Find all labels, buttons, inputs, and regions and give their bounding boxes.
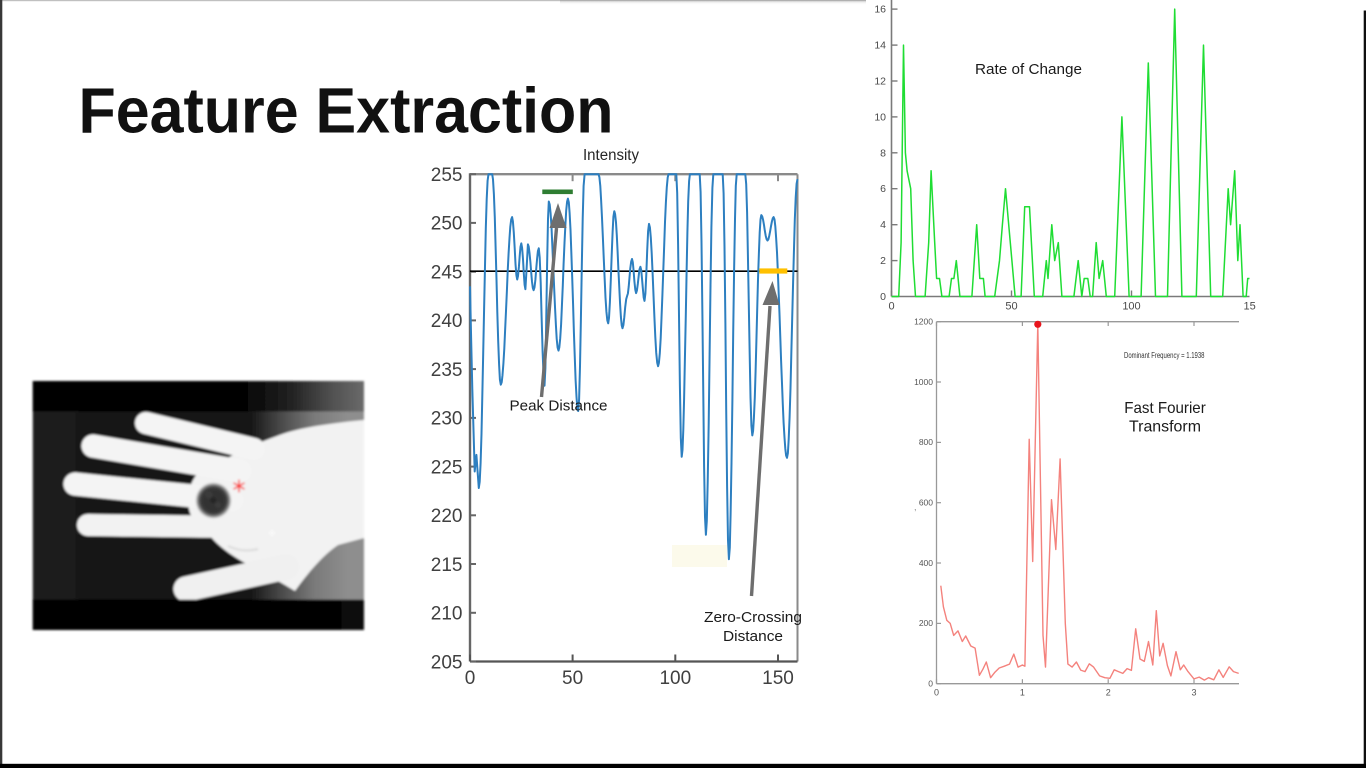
svg-text:205: 205 (431, 652, 463, 673)
svg-text:215: 215 (431, 555, 463, 576)
svg-text:50: 50 (1005, 301, 1017, 313)
svg-text:12: 12 (874, 76, 886, 88)
svg-text:0: 0 (934, 688, 939, 698)
svg-text:8: 8 (880, 147, 886, 159)
svg-text:400: 400 (919, 558, 933, 568)
svg-text:230: 230 (431, 409, 463, 430)
svg-text:10: 10 (874, 111, 886, 123)
svg-text:Dominant Frequency = 1.1938: Dominant Frequency = 1.1938 (1124, 351, 1205, 360)
svg-text:600: 600 (919, 498, 933, 508)
svg-text:Rate of Change: Rate of Change (975, 61, 1082, 78)
svg-text:16: 16 (874, 4, 886, 16)
svg-text:210: 210 (431, 604, 463, 625)
svg-text:Transform: Transform (1129, 419, 1201, 436)
svg-text:,: , (914, 502, 917, 512)
svg-text:1200: 1200 (914, 317, 933, 327)
svg-text:0: 0 (465, 668, 476, 689)
svg-text:0: 0 (888, 301, 894, 313)
svg-text:2: 2 (1106, 688, 1111, 698)
svg-text:245: 245 (431, 263, 463, 284)
svg-text:Fast Fourier: Fast Fourier (1124, 400, 1206, 417)
svg-text:Peak Distance: Peak Distance (510, 398, 608, 415)
svg-text:200: 200 (919, 618, 933, 628)
svg-text:Zero-Crossing: Zero-Crossing (704, 609, 802, 626)
svg-text:15: 15 (1244, 301, 1256, 313)
svg-text:2: 2 (880, 255, 886, 267)
svg-text:250: 250 (431, 214, 463, 235)
svg-text:Feature Extraction: Feature Extraction (79, 75, 614, 147)
svg-text:4: 4 (880, 219, 886, 231)
svg-text:1: 1 (1020, 688, 1025, 698)
svg-text:220: 220 (431, 506, 463, 527)
svg-text:150: 150 (762, 668, 794, 689)
svg-text:0: 0 (928, 679, 933, 689)
svg-text:3: 3 (1191, 688, 1196, 698)
svg-text:100: 100 (659, 668, 691, 689)
svg-text:6: 6 (880, 183, 886, 195)
svg-text:235: 235 (431, 360, 463, 381)
svg-text:255: 255 (431, 165, 463, 186)
svg-text:0: 0 (880, 291, 886, 303)
svg-text:800: 800 (919, 437, 933, 447)
svg-text:240: 240 (431, 311, 463, 332)
svg-text:Distance: Distance (723, 628, 783, 645)
svg-text:1000: 1000 (914, 377, 933, 387)
svg-text:50: 50 (562, 668, 583, 689)
svg-text:225: 225 (431, 457, 463, 478)
svg-text:Intensity: Intensity (583, 147, 639, 164)
svg-text:100: 100 (1122, 301, 1140, 313)
svg-text:14: 14 (874, 40, 886, 52)
